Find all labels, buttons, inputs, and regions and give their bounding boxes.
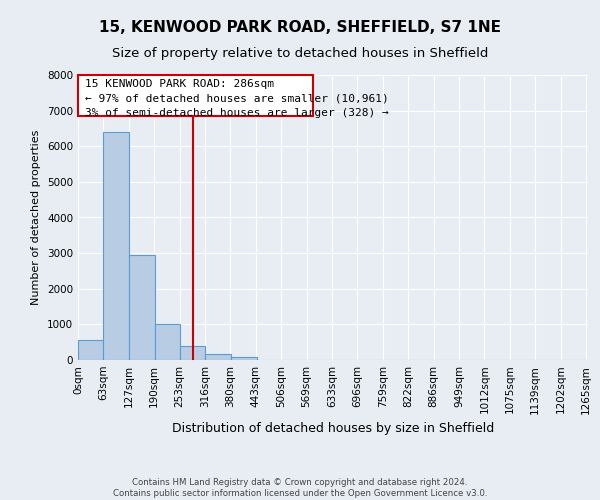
Bar (231, 357, 257, 360)
Bar (205, 354, 231, 360)
Bar (129, 255, 155, 360)
Bar (103, 132, 129, 360)
Y-axis label: Number of detached properties: Number of detached properties (31, 130, 41, 305)
Text: 15 KENWOOD PARK ROAD: 286sqm
← 97% of detached houses are smaller (10,961)
3% of: 15 KENWOOD PARK ROAD: 286sqm ← 97% of de… (85, 79, 389, 118)
Bar (155, 324, 180, 360)
Bar (78, 340, 103, 360)
X-axis label: Distribution of detached houses by size in Sheffield: Distribution of detached houses by size … (172, 422, 494, 435)
Bar (180, 346, 205, 360)
Text: Size of property relative to detached houses in Sheffield: Size of property relative to detached ho… (112, 48, 488, 60)
Text: 15, KENWOOD PARK ROAD, SHEFFIELD, S7 1NE: 15, KENWOOD PARK ROAD, SHEFFIELD, S7 1NE (99, 20, 501, 35)
Text: Contains HM Land Registry data © Crown copyright and database right 2024.
Contai: Contains HM Land Registry data © Crown c… (113, 478, 487, 498)
